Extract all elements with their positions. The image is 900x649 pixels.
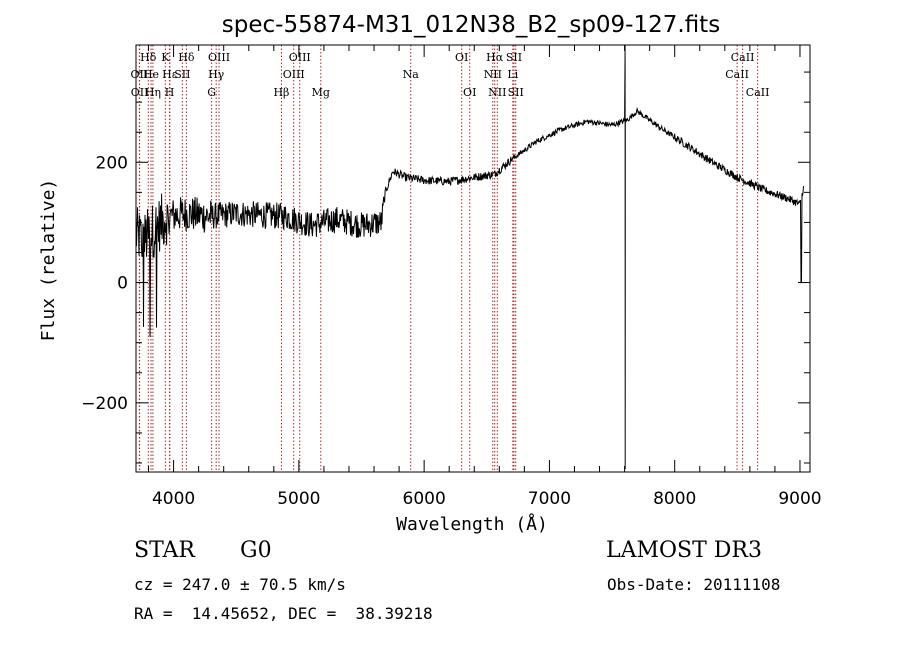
line-marker-label: SII <box>506 51 522 64</box>
plot-frame <box>135 44 811 473</box>
axis-ticks: 4000 5000 6000 7000 8000 9000 −200 0 200 <box>81 45 822 509</box>
line-marker-label: Na <box>403 68 420 81</box>
line-marker-label: Hβ <box>273 86 289 99</box>
line-marker-label: NII <box>484 68 502 81</box>
survey-name: LAMOST DR3 <box>606 538 762 563</box>
line-markers <box>138 45 759 472</box>
line-marker-label: Hα <box>486 51 504 64</box>
line-marker-label: OIII <box>283 68 305 81</box>
y-tick-label: 0 <box>117 274 128 294</box>
x-tick-label: 6000 <box>403 489 446 509</box>
line-marker-label: G <box>207 86 216 99</box>
coordinates: RA = 14.45652, DEC = 38.39218 <box>134 604 433 623</box>
line-marker-label: Hδ <box>178 51 195 64</box>
x-tick-label: 7000 <box>528 489 571 509</box>
line-marker-label: CaII <box>725 68 749 81</box>
line-marker-label: CaII <box>731 51 755 64</box>
x-axis-label: Wavelength (Å) <box>396 513 548 535</box>
line-marker-label: OI <box>463 86 476 99</box>
object-type: STAR <box>134 538 195 563</box>
line-marker-label: OIII <box>208 51 230 64</box>
line-marker-label: Hη <box>145 86 161 99</box>
object-subclass: G0 <box>240 538 272 563</box>
x-tick-label: 5000 <box>277 489 320 509</box>
line-marker-label: Hγ <box>208 68 225 81</box>
line-marker-label: OIII <box>289 51 311 64</box>
line-marker-label: K <box>161 51 170 64</box>
line-marker-label: OI <box>455 51 468 64</box>
spectrum-series <box>135 44 804 470</box>
y-tick-label: −200 <box>81 394 128 414</box>
line-marker-label: Mg <box>312 86 330 99</box>
line-marker-label: OII <box>131 68 149 81</box>
line-marker-label: OII <box>131 86 149 99</box>
x-tick-label: 4000 <box>152 489 195 509</box>
line-marker-label: SII <box>174 68 190 81</box>
line-marker-label: Hε <box>162 68 178 81</box>
line-marker-label: He <box>143 68 159 81</box>
line-marker-label: Hδ <box>140 51 157 64</box>
obs-date: Obs-Date: 20111108 <box>607 575 781 594</box>
chart-title: spec-55874-M31_012N38_B2_sp09-127.fits <box>222 12 720 38</box>
y-axis-label: Flux (relative) <box>38 179 59 342</box>
velocity-readout: cz = 247.0 ± 70.5 km/s <box>134 575 346 594</box>
y-tick-label: 200 <box>96 153 128 173</box>
x-tick-label: 8000 <box>653 489 696 509</box>
line-marker-label: H <box>165 86 175 99</box>
x-tick-label: 9000 <box>778 489 821 509</box>
line-marker-label: NII <box>488 86 506 99</box>
line-marker-label: SII <box>508 86 524 99</box>
line-marker-label: CaII <box>746 86 770 99</box>
line-marker-label: Li <box>507 68 518 81</box>
